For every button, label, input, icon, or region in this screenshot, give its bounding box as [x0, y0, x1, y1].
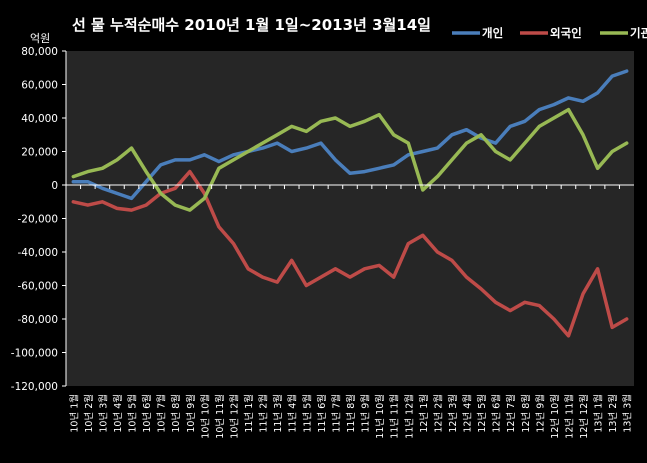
x-tick-label: 10년 7월: [156, 394, 168, 433]
y-axis-unit-label: 억원: [30, 32, 50, 45]
plot-area: [66, 51, 634, 386]
x-tick-label: 11년 1월: [243, 394, 255, 433]
legend-label-1: 개인: [482, 26, 503, 40]
x-tick-label: 10년 11월: [214, 394, 226, 439]
x-tick-label: 11년 11월: [389, 394, 401, 439]
x-tick-label: 12년 12월: [578, 394, 590, 439]
legend-label-2: 외국인: [550, 26, 582, 40]
y-tick-label: 80,000: [21, 46, 58, 58]
x-tick-label: 10년 3월: [97, 394, 109, 433]
x-tick-label: 12년 6월: [491, 394, 503, 433]
x-tick-label: 10년 2월: [83, 394, 95, 433]
x-tick-label: 12년 4월: [462, 394, 474, 433]
y-tick-label: 20,000: [21, 147, 58, 159]
series-line-3: [71, 107, 629, 212]
x-tick-label: 11년 2월: [258, 394, 270, 433]
legend: 개인 외국인 기관: [452, 26, 647, 40]
x-tick-label: 10년 5월: [127, 394, 139, 433]
x-tick-label: 12년 7월: [505, 394, 517, 433]
chart-title: 선 물 누적순매수 2010년 1월 1일~2013년 3월14일: [72, 16, 431, 34]
x-tick-label: 10년 12월: [229, 394, 241, 439]
series-line-1: [71, 69, 629, 201]
x-tick-label: 11년 5월: [301, 394, 313, 433]
x-tick-label: 11년 12월: [403, 394, 415, 439]
y-tick-label: -100,000: [11, 348, 58, 360]
x-tick-label: 12년 1월: [418, 394, 430, 433]
series-line-2: [71, 169, 629, 338]
x-tick-label: 11년 8월: [345, 394, 357, 433]
x-tick-label: 11년 3월: [272, 394, 284, 433]
y-tick-label: -20,000: [17, 214, 58, 226]
x-tick-label: 13년 2월: [607, 394, 619, 433]
x-tick-label: 12년 10월: [549, 394, 561, 439]
x-tick-label: 12년 3월: [447, 394, 459, 433]
x-tick-label: 12년 5월: [476, 394, 488, 433]
x-tick-label: 10년 8월: [170, 394, 182, 433]
y-tick-label: -40,000: [17, 247, 58, 259]
legend-label-3: 기관: [630, 26, 647, 40]
x-tick-label: 10년 4월: [112, 394, 124, 433]
x-tick-label: 11년 7월: [330, 394, 342, 433]
y-tick-label: 40,000: [21, 113, 58, 125]
x-tick-label: 13년 1월: [593, 394, 605, 433]
x-tick-label: 11년 9월: [360, 394, 372, 433]
x-tick-label: 12년 9월: [534, 394, 546, 433]
x-tick-label: 12년 8월: [520, 394, 532, 433]
x-tick-label: 11년 10월: [374, 394, 386, 439]
y-tick-label: -60,000: [17, 281, 58, 293]
x-tick-label: 13년 3월: [622, 394, 634, 433]
y-tick-label: 0: [51, 180, 58, 192]
y-tick-label: 60,000: [21, 80, 58, 92]
y-tick-label: -80,000: [17, 314, 58, 326]
y-tick-label: -120,000: [11, 381, 58, 393]
x-tick-label: 12년 2월: [432, 394, 444, 433]
axis-layer: 80,000 60,000 40,000 20,000 0 -20,000 -40,000 -…: [11, 46, 634, 439]
x-tick-label: 12년 11월: [564, 394, 576, 439]
x-tick-label: 10년 6월: [141, 394, 153, 433]
x-tick-label: 10년 9월: [185, 394, 197, 433]
x-tick-label: 10년 10월: [199, 394, 211, 439]
x-tick-label: 11년 6월: [316, 394, 328, 433]
x-tick-label: 11년 4월: [287, 394, 299, 433]
series-layer: [71, 69, 629, 338]
x-tick-label: 10년 1월: [68, 394, 80, 433]
